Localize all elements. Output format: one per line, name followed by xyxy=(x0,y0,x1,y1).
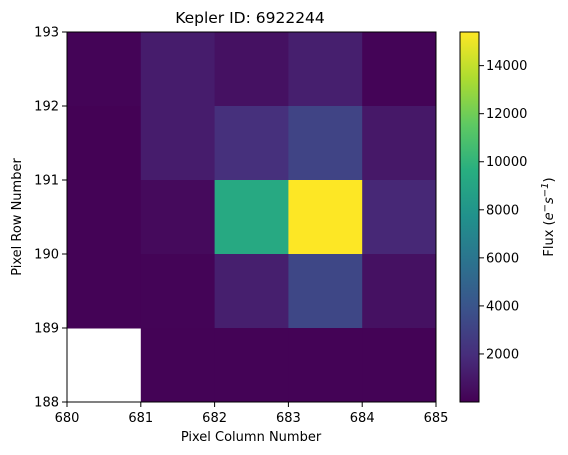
y-axis-label: Pixel Row Number xyxy=(10,158,25,276)
heatmap-cell-684-190 xyxy=(362,180,437,255)
heatmap-cell-681-189 xyxy=(140,254,216,329)
colorbar-frame xyxy=(459,31,480,403)
x-tick-label: 682 xyxy=(202,411,227,426)
heatmap-cell-681-191 xyxy=(140,106,216,181)
colorbar-tick-label: 8000 xyxy=(486,203,519,218)
y-axis: 188 189 190 191 192 193 xyxy=(34,26,67,411)
plot-frame xyxy=(66,31,437,403)
heatmap-cell-682-188 xyxy=(214,328,289,403)
heatmap-cell-684-192 xyxy=(362,32,437,107)
heatmap-cell-682-191 xyxy=(214,106,289,181)
colorbar-label-e: e xyxy=(542,212,557,220)
heatmap-cell-683-188 xyxy=(288,328,363,403)
colorbar-tick-label: 6000 xyxy=(486,251,519,266)
x-tick-label: 680 xyxy=(55,411,80,426)
y-tick-label: 188 xyxy=(34,396,59,411)
colorbar-label-close: ) xyxy=(542,177,557,182)
colorbar-label: Flux (e−s−1) xyxy=(540,177,558,256)
colorbar-label-s: s xyxy=(542,197,557,204)
heatmap-cell-680-192 xyxy=(67,32,142,107)
x-tick-label: 683 xyxy=(276,411,301,426)
heatmap-cell-684-191 xyxy=(362,106,437,181)
heatmap-cell-681-190 xyxy=(140,180,216,255)
heatmap-cell-684-189 xyxy=(362,254,437,329)
colorbar-label-main: Flux ( xyxy=(542,220,557,256)
heatmap-cell-683-189 xyxy=(288,254,363,329)
x-tick-label: 684 xyxy=(350,411,375,426)
colorbar-tick-label: 4000 xyxy=(486,299,519,314)
colorbar xyxy=(460,32,479,402)
colorbar-tick-label: 10000 xyxy=(486,155,527,170)
heatmap-cell-681-192 xyxy=(140,32,216,107)
heatmap-cell-682-192 xyxy=(214,32,289,107)
x-tick-label: 681 xyxy=(128,411,153,426)
heatmap-cell-680-191 xyxy=(67,106,142,181)
heatmap-cell-680-190 xyxy=(67,180,142,255)
heatmap-cell-681-188 xyxy=(140,328,216,403)
y-tick-label: 192 xyxy=(34,100,59,115)
x-tick-label: 685 xyxy=(424,411,449,426)
heatmap-cell-683-191 xyxy=(288,106,363,181)
colorbar-axis: 2000 4000 6000 8000 10000 12000 14000 xyxy=(479,59,527,362)
chart-title: Kepler ID: 6922244 xyxy=(175,9,325,27)
y-tick-label: 190 xyxy=(34,248,59,263)
y-tick-label: 189 xyxy=(34,322,59,337)
y-tick-label: 191 xyxy=(34,174,59,189)
x-axis-label: Pixel Column Number xyxy=(181,430,322,445)
colorbar-label-minus: − xyxy=(540,204,551,212)
colorbar-tick-label: 2000 xyxy=(486,347,519,362)
heatmap-cell-684-188 xyxy=(362,328,437,403)
heatmap-cell-682-190 xyxy=(214,180,289,255)
heatmap-cells xyxy=(67,32,437,403)
heatmap-cell-682-189 xyxy=(214,254,289,329)
heatmap-cell-683-192 xyxy=(288,32,363,107)
y-tick-label: 193 xyxy=(34,26,59,41)
colorbar-label-exp: −1 xyxy=(540,182,551,197)
colorbar-tick-label: 14000 xyxy=(486,59,527,74)
x-axis: 680 681 682 683 684 685 xyxy=(55,402,449,426)
heatmap-cell-683-190 xyxy=(288,180,363,255)
colorbar-tick-label: 12000 xyxy=(486,107,527,122)
heatmap-cell-680-189 xyxy=(67,254,142,329)
